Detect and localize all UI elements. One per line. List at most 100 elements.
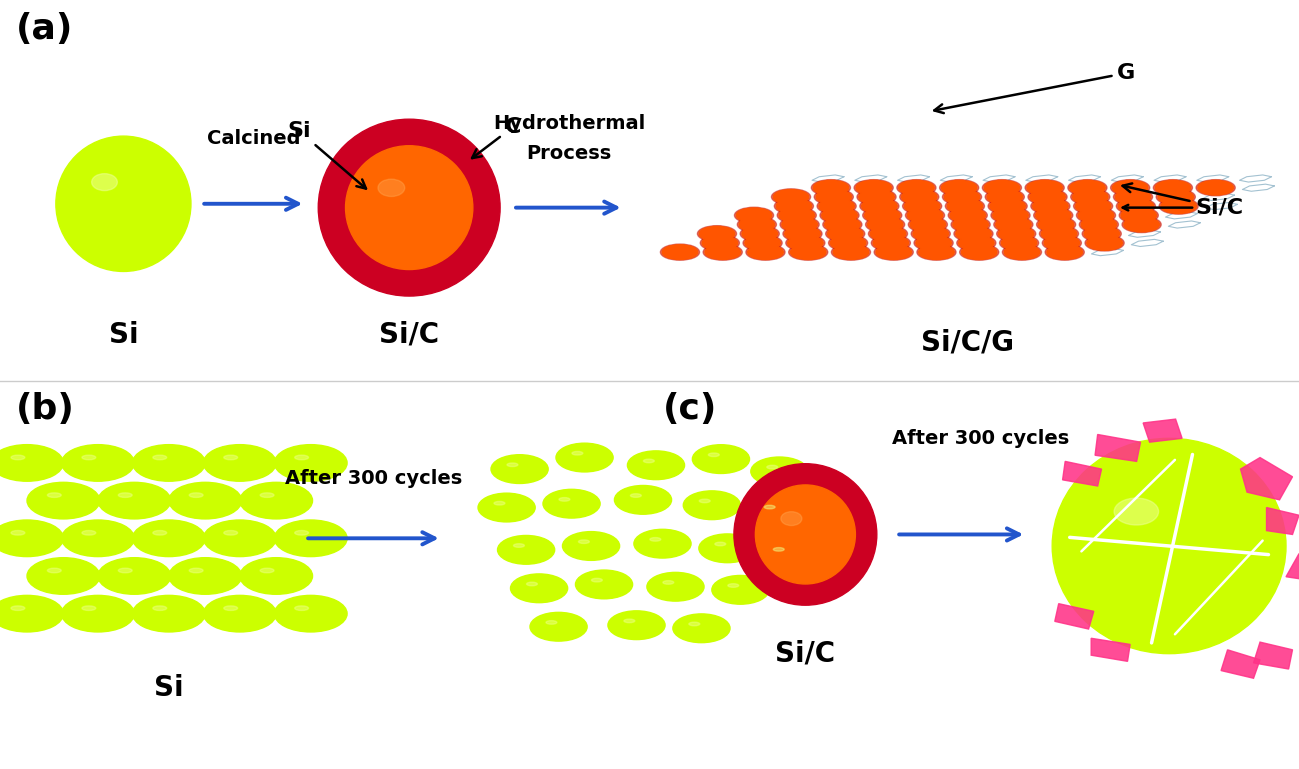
Ellipse shape <box>863 208 902 223</box>
Ellipse shape <box>1042 186 1052 191</box>
Ellipse shape <box>1142 225 1146 226</box>
Ellipse shape <box>1050 245 1081 259</box>
Ellipse shape <box>764 251 772 255</box>
Ellipse shape <box>235 610 255 620</box>
Ellipse shape <box>800 249 818 256</box>
Ellipse shape <box>679 617 725 640</box>
Ellipse shape <box>711 539 748 558</box>
Ellipse shape <box>565 533 618 560</box>
Ellipse shape <box>704 536 753 561</box>
Ellipse shape <box>174 485 238 517</box>
Ellipse shape <box>870 211 895 221</box>
Ellipse shape <box>803 250 817 255</box>
Ellipse shape <box>657 464 665 468</box>
Ellipse shape <box>88 608 117 622</box>
Ellipse shape <box>987 190 1022 205</box>
Ellipse shape <box>917 212 935 219</box>
Ellipse shape <box>104 561 166 592</box>
Ellipse shape <box>1102 241 1112 246</box>
Ellipse shape <box>1007 230 1028 238</box>
Ellipse shape <box>96 536 110 544</box>
Ellipse shape <box>864 184 886 192</box>
Polygon shape <box>1267 508 1299 534</box>
Ellipse shape <box>238 611 253 619</box>
Ellipse shape <box>1091 197 1095 198</box>
Ellipse shape <box>916 220 940 230</box>
Ellipse shape <box>1130 204 1144 210</box>
Ellipse shape <box>778 511 786 514</box>
Ellipse shape <box>830 195 840 200</box>
Ellipse shape <box>691 622 718 636</box>
Ellipse shape <box>1163 534 1209 578</box>
Ellipse shape <box>699 226 735 241</box>
Ellipse shape <box>1095 223 1105 228</box>
Ellipse shape <box>902 190 937 205</box>
Ellipse shape <box>755 500 800 523</box>
Ellipse shape <box>878 245 911 259</box>
Ellipse shape <box>760 461 801 482</box>
Ellipse shape <box>535 585 551 593</box>
Ellipse shape <box>708 538 750 559</box>
Ellipse shape <box>22 459 42 469</box>
Ellipse shape <box>1179 206 1183 208</box>
Ellipse shape <box>312 538 322 542</box>
Ellipse shape <box>340 141 478 274</box>
Ellipse shape <box>221 604 265 625</box>
Ellipse shape <box>1168 539 1207 574</box>
Ellipse shape <box>739 217 774 232</box>
Ellipse shape <box>1017 234 1021 235</box>
Ellipse shape <box>1134 205 1142 208</box>
Ellipse shape <box>964 214 976 218</box>
Ellipse shape <box>336 137 482 278</box>
Ellipse shape <box>47 491 86 511</box>
Polygon shape <box>1221 650 1260 678</box>
Ellipse shape <box>959 211 979 220</box>
Ellipse shape <box>655 464 666 469</box>
Ellipse shape <box>1016 250 1030 255</box>
Ellipse shape <box>722 458 730 462</box>
Ellipse shape <box>717 578 766 602</box>
Ellipse shape <box>624 490 665 511</box>
Ellipse shape <box>218 451 266 476</box>
Ellipse shape <box>553 623 572 632</box>
Ellipse shape <box>783 194 801 201</box>
Ellipse shape <box>281 448 343 479</box>
Ellipse shape <box>792 221 809 228</box>
Ellipse shape <box>608 584 612 587</box>
Ellipse shape <box>565 448 607 468</box>
Ellipse shape <box>870 226 905 241</box>
Ellipse shape <box>1130 195 1141 200</box>
Ellipse shape <box>1128 211 1152 221</box>
Ellipse shape <box>121 568 155 585</box>
Ellipse shape <box>912 202 934 211</box>
Ellipse shape <box>395 195 422 221</box>
Ellipse shape <box>948 191 977 203</box>
Ellipse shape <box>748 229 773 239</box>
Ellipse shape <box>670 248 691 257</box>
Ellipse shape <box>1163 200 1195 213</box>
Ellipse shape <box>1128 195 1142 201</box>
Ellipse shape <box>10 531 25 535</box>
Ellipse shape <box>943 181 976 195</box>
Ellipse shape <box>620 488 669 512</box>
Ellipse shape <box>592 545 600 549</box>
Ellipse shape <box>966 231 983 238</box>
Ellipse shape <box>223 454 262 474</box>
Ellipse shape <box>70 448 129 478</box>
Ellipse shape <box>1042 219 1070 231</box>
Text: Si/C/G: Si/C/G <box>921 328 1015 356</box>
Ellipse shape <box>868 201 892 211</box>
Ellipse shape <box>791 238 820 249</box>
Ellipse shape <box>718 578 764 601</box>
Ellipse shape <box>1126 503 1235 603</box>
Ellipse shape <box>704 236 737 250</box>
Ellipse shape <box>546 491 599 518</box>
Ellipse shape <box>286 525 339 552</box>
Ellipse shape <box>77 156 177 255</box>
Ellipse shape <box>847 242 853 245</box>
Ellipse shape <box>765 464 799 481</box>
Ellipse shape <box>764 504 795 520</box>
Ellipse shape <box>1090 205 1100 209</box>
Ellipse shape <box>1031 182 1060 194</box>
Ellipse shape <box>260 568 274 573</box>
